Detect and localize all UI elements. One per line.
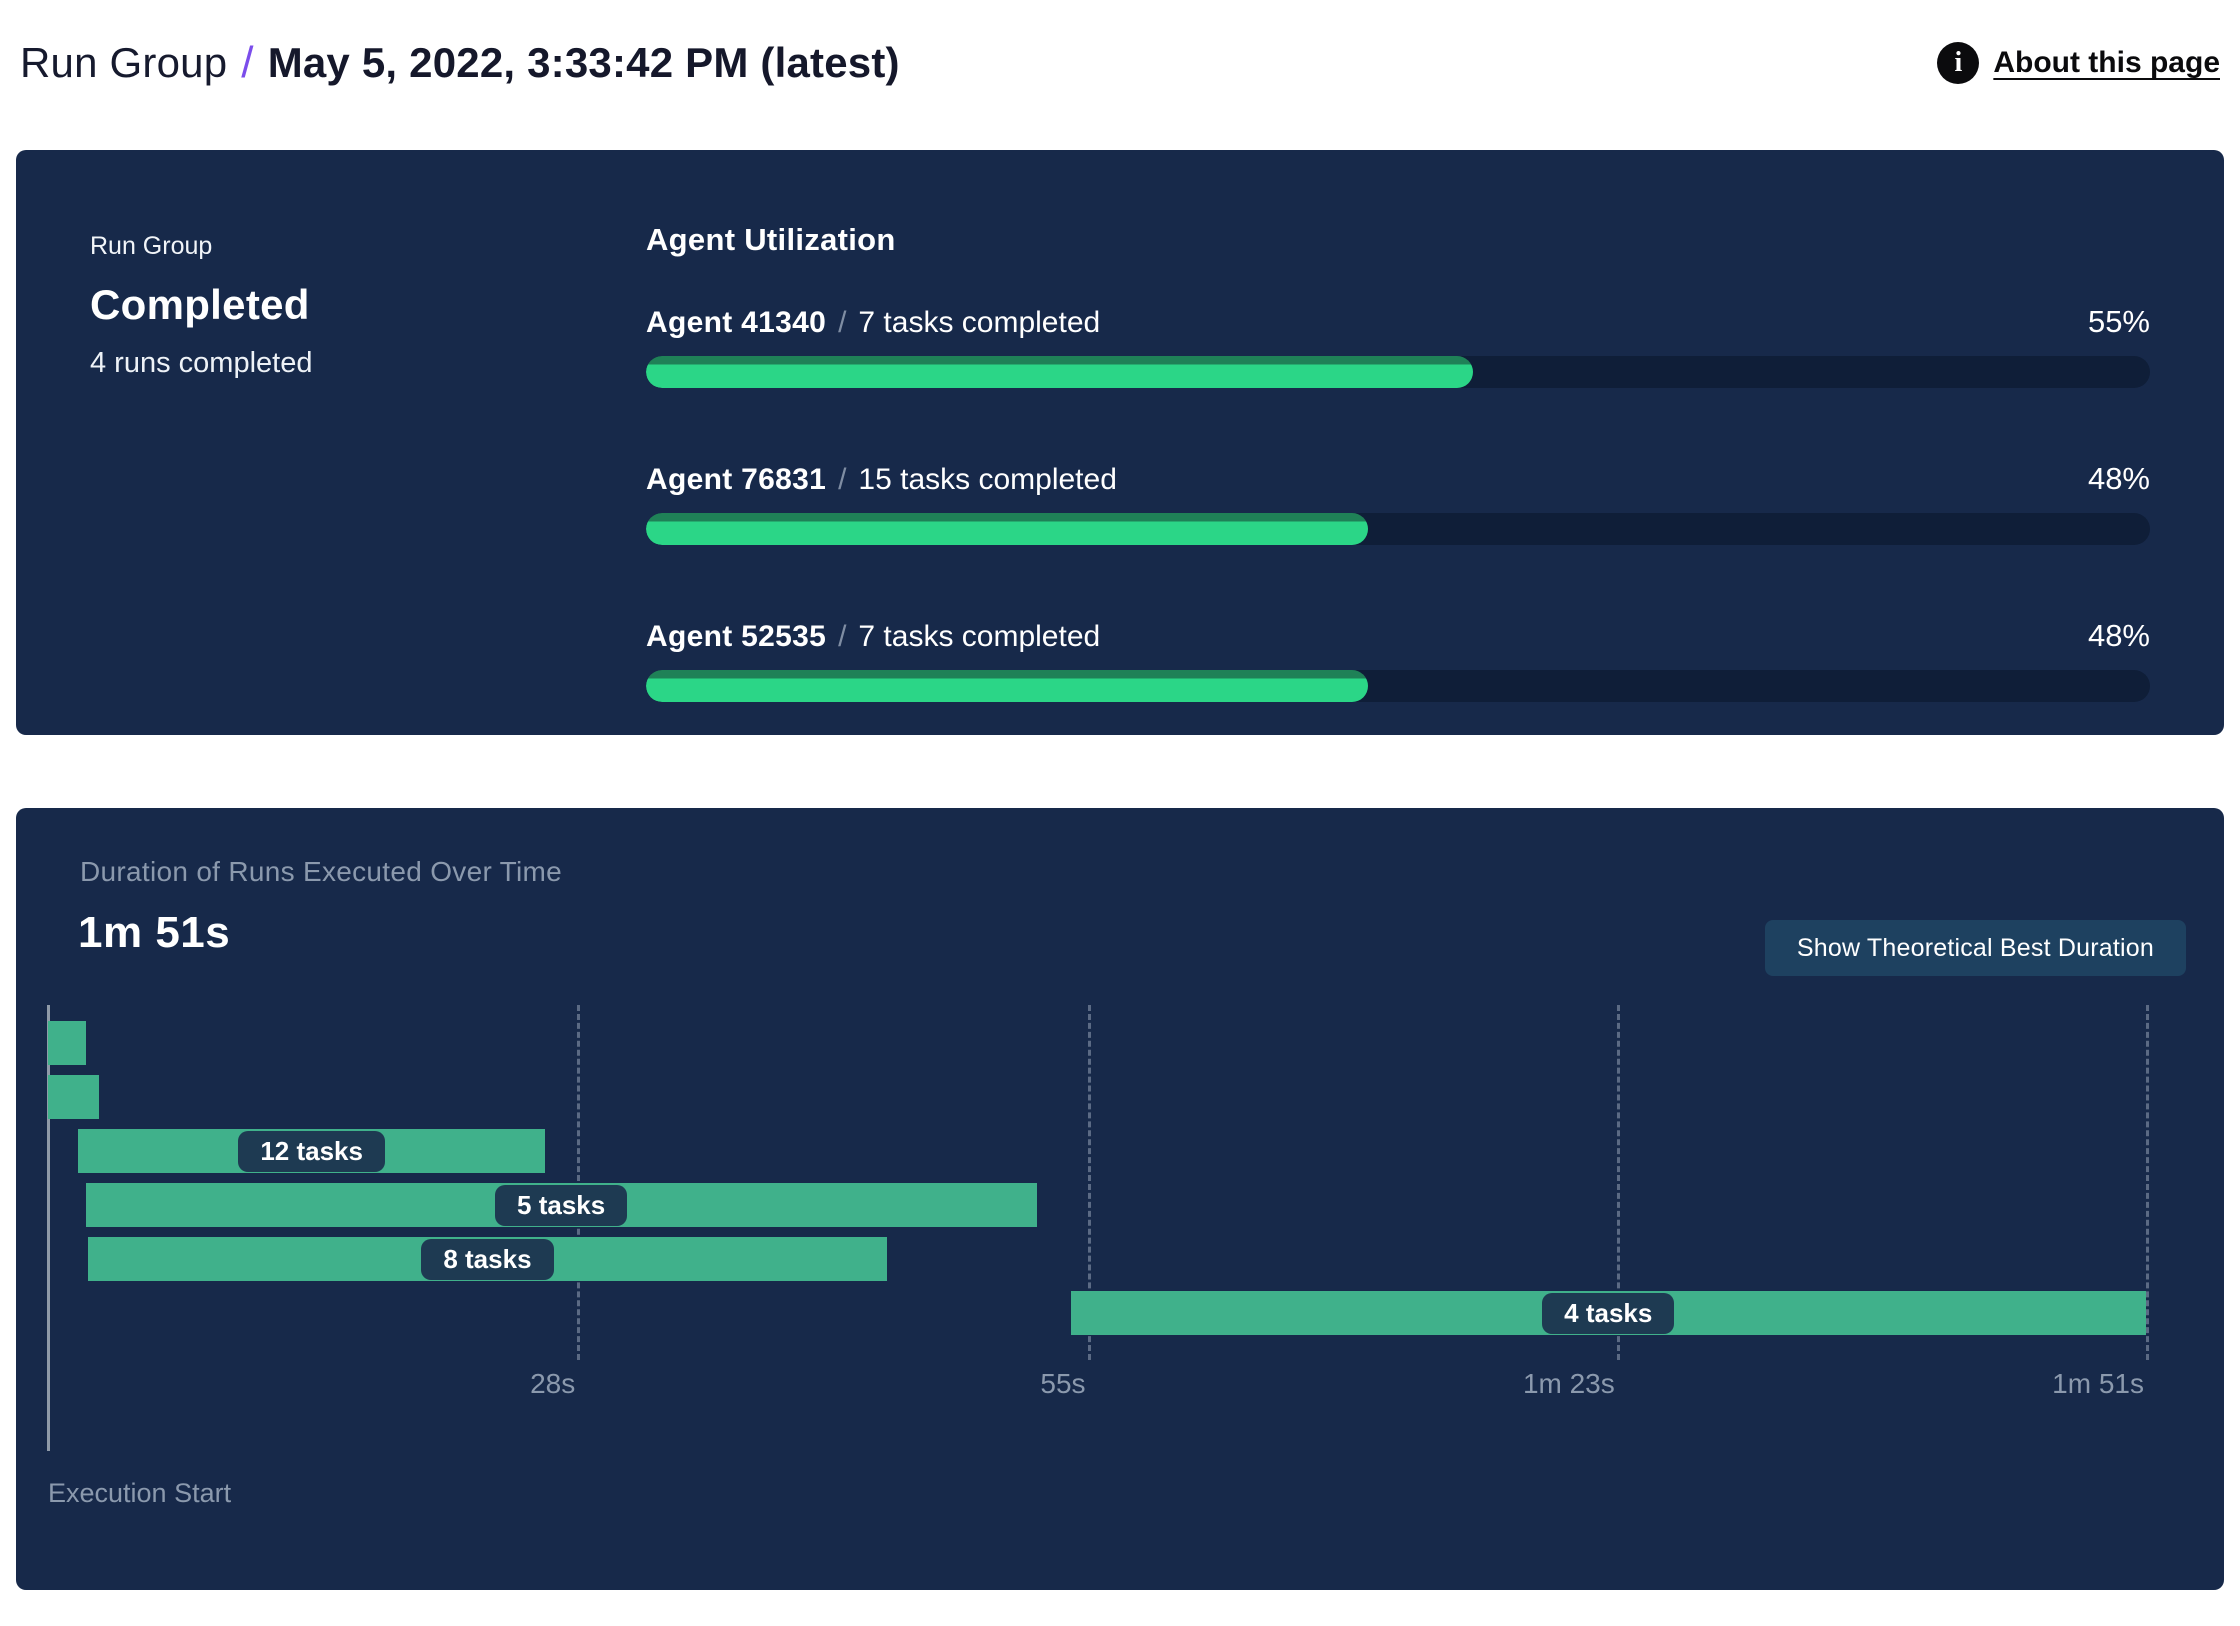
- agent-utilization-percent: 55%: [2087, 304, 2150, 339]
- runs-completed-count: 4 runs completed: [90, 347, 313, 379]
- agent-separator: /: [838, 306, 847, 339]
- duration-chart: Execution Start 28s 55s 1m 23s 1m 51s 12 tas…: [47, 1005, 2149, 1565]
- utilization-bar-fill: [646, 670, 1368, 702]
- gridline-28s: [577, 1005, 581, 1360]
- show-theoretical-best-duration-button[interactable]: Show Theoretical Best Duration: [1764, 920, 2186, 976]
- utilization-bar-fill: [646, 356, 1474, 388]
- tick-label: 1m 51s: [2052, 1368, 2144, 1399]
- page-header: Run Group / May 5, 2022, 3:33:42 PM (lat…: [0, 0, 2240, 110]
- run-duration-bar[interactable]: [48, 1075, 100, 1119]
- task-count-badge: 4 tasks: [1542, 1292, 1675, 1334]
- breadcrumb-run-group[interactable]: Run Group: [20, 39, 228, 86]
- run-duration-bar[interactable]: 8 tasks: [87, 1237, 888, 1281]
- gridline-1m-51s: [2146, 1005, 2149, 1360]
- tick-label: 55s: [1040, 1368, 1086, 1399]
- run-group-label: Run Group: [90, 232, 213, 260]
- gridline-1m-23s: [1616, 1005, 1620, 1360]
- agent-row: Agent 41340 / 7 tasks completed 55%: [646, 304, 2150, 388]
- run-duration-bar[interactable]: 5 tasks: [85, 1183, 1037, 1227]
- duration-chart-title: Duration of Runs Executed Over Time: [80, 856, 563, 887]
- total-duration-value: 1m 51s: [78, 908, 231, 957]
- run-group-summary: Run Group Completed 4 runs completed: [16, 150, 556, 735]
- breadcrumb-separator: /: [241, 38, 254, 87]
- agent-row: Agent 76831 / 15 tasks completed 48%: [646, 461, 2150, 545]
- task-count-badge: 5 tasks: [495, 1184, 628, 1226]
- agent-tasks-completed: 15 tasks completed: [858, 463, 1117, 496]
- agent-name: Agent 41340: [646, 306, 827, 339]
- utilization-bar-track: [646, 670, 2150, 702]
- agent-utilization-section: Agent Utilization Agent 41340 / 7 tasks …: [556, 150, 2224, 735]
- page-title: May 5, 2022, 3:33:42 PM (latest): [267, 39, 900, 86]
- agent-utilization-percent: 48%: [2087, 618, 2150, 653]
- run-duration-bar[interactable]: 4 tasks: [1070, 1291, 2146, 1335]
- tick-label: 1m 23s: [1522, 1368, 1615, 1399]
- execution-start-label: Execution Start: [48, 1478, 232, 1508]
- agent-utilization-title: Agent Utilization: [646, 222, 896, 257]
- agent-tasks-completed: 7 tasks completed: [858, 620, 1101, 653]
- utilization-bar-track: [646, 356, 2150, 388]
- agent-utilization-percent: 48%: [2087, 461, 2150, 496]
- execution-start-axis-line: [47, 1005, 50, 1451]
- breadcrumb: Run Group / May 5, 2022, 3:33:42 PM (lat…: [20, 38, 900, 88]
- agent-separator: /: [838, 463, 847, 496]
- agent-row: Agent 52535 / 7 tasks completed 48%: [646, 618, 2150, 702]
- duration-panel: Duration of Runs Executed Over Time 1m 5…: [16, 808, 2224, 1590]
- agent-name: Agent 76831: [646, 463, 827, 496]
- run-duration-bar[interactable]: 12 tasks: [78, 1129, 546, 1173]
- tick-label: 28s: [530, 1368, 576, 1399]
- task-count-badge: 12 tasks: [238, 1130, 385, 1172]
- utilization-bar-track: [646, 513, 2150, 545]
- agent-tasks-completed: 7 tasks completed: [858, 306, 1101, 339]
- task-count-badge: 8 tasks: [421, 1238, 554, 1280]
- gridline-55s: [1087, 1005, 1091, 1360]
- agent-name: Agent 52535: [646, 620, 827, 653]
- run-group-panel: Run Group Completed 4 runs completed Age…: [16, 150, 2224, 735]
- info-icon[interactable]: i: [1937, 42, 1980, 84]
- utilization-bar-fill: [646, 513, 1368, 545]
- about-this-page-link[interactable]: About this page: [1993, 46, 2220, 79]
- agent-separator: /: [838, 620, 847, 653]
- run-duration-bar[interactable]: [48, 1021, 86, 1065]
- about-this-page: i About this page: [1937, 42, 2220, 84]
- run-group-status: Completed: [90, 281, 310, 328]
